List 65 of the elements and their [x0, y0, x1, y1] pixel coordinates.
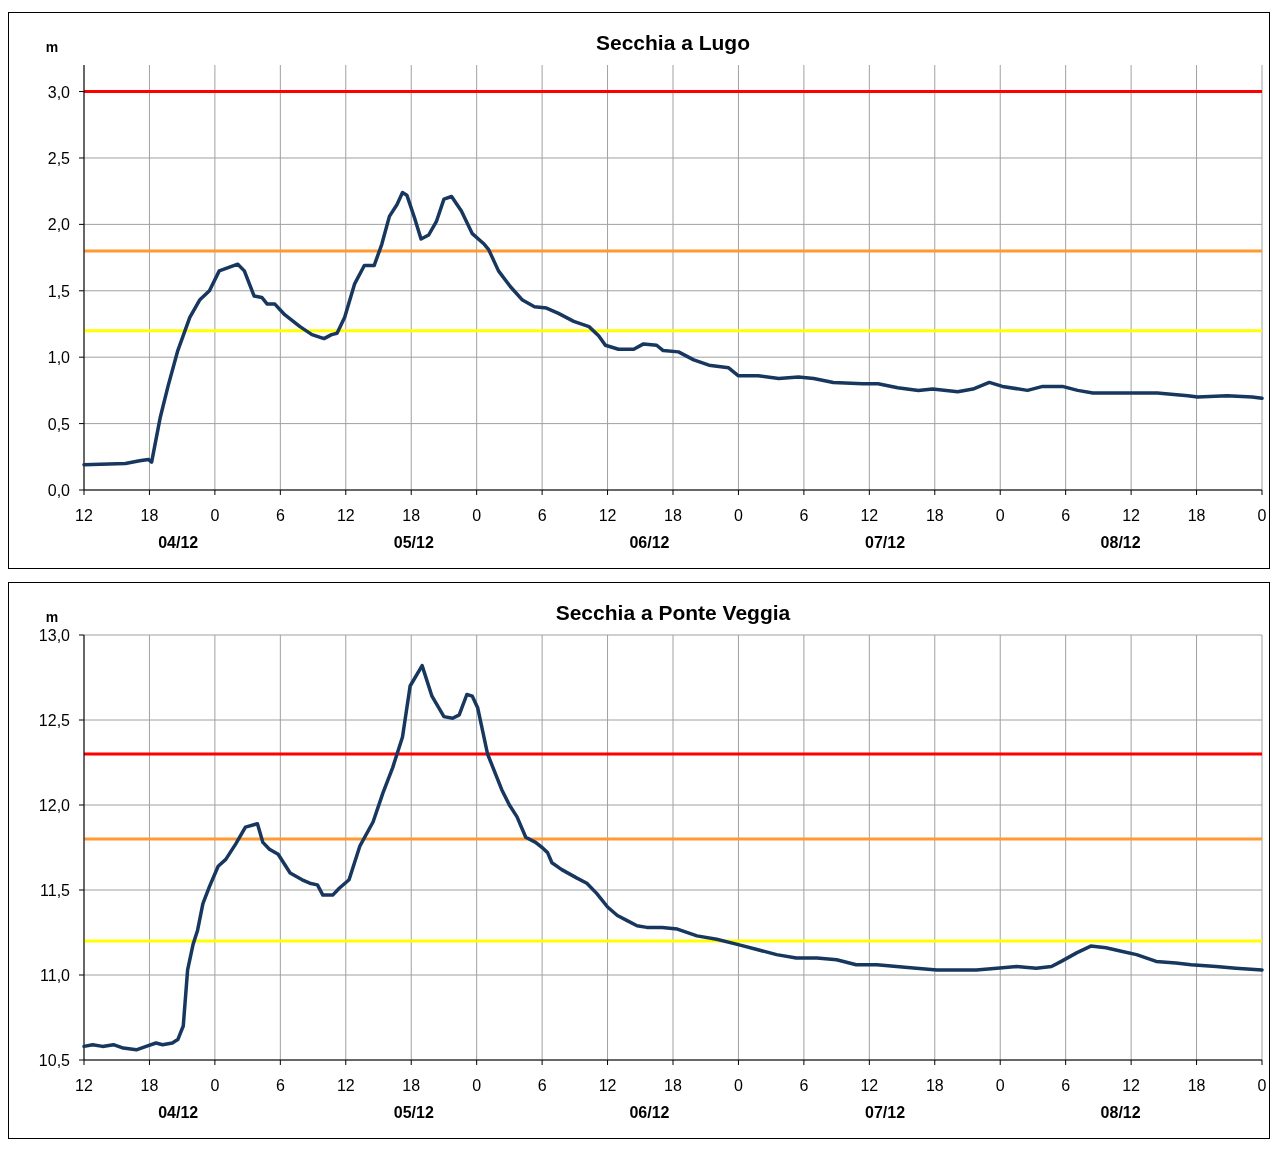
y-axis-title: m [45, 609, 59, 625]
x-tick-label: 0 [995, 507, 1005, 524]
x-tick-label: 0 [733, 507, 743, 524]
x-tick-label: 18 [925, 507, 944, 524]
x-tick-label: 12 [860, 507, 879, 524]
text: 04/12 [158, 1104, 199, 1121]
x-tick-label: 12 [1122, 1077, 1141, 1094]
y-tick-label: 11,5 [40, 882, 71, 899]
text: 07/12 [865, 1104, 906, 1121]
x-tick-label: 18 [1187, 1077, 1206, 1094]
x-tick-label: 0 [472, 1077, 482, 1094]
x-tick-label: 6 [275, 507, 285, 524]
x-tick-label: 6 [275, 1077, 285, 1094]
y-tick-label: 0,0 [47, 482, 71, 499]
text: 04/12 [158, 534, 199, 551]
x-tick-label: 0 [210, 1077, 220, 1094]
x-tick-label: 12 [860, 1077, 879, 1094]
y-tick-label: 2,0 [47, 216, 71, 234]
y-axis-title: m [45, 39, 59, 55]
y-tick-label: 1,5 [47, 282, 71, 300]
y-tick-label: 10,5 [38, 1052, 71, 1069]
text: 07/12 [865, 534, 906, 551]
x-tick-label: 6 [799, 507, 809, 524]
x-tick-label: 0 [995, 1077, 1005, 1094]
x-tick-label: 12 [336, 507, 355, 524]
x-tick-label: 12 [598, 507, 617, 524]
chart-title: Secchia a Lugo [595, 31, 751, 54]
x-tick-label: 18 [140, 1077, 159, 1094]
x-tick-label: 12 [75, 1077, 93, 1094]
y-tick-label: 1,0 [47, 349, 71, 367]
x-tick-label: 6 [1061, 1077, 1071, 1094]
y-tick-label: 0,5 [47, 415, 71, 433]
x-tick-label: 0 [210, 507, 220, 524]
x-tick-label: 6 [1061, 507, 1071, 524]
text: 08/12 [1100, 1104, 1141, 1121]
text: 06/12 [629, 1104, 670, 1121]
x-tick-label: 12 [598, 1077, 617, 1094]
y-tick-label: 12,5 [38, 712, 71, 729]
x-tick-label: 6 [537, 1077, 547, 1094]
x-tick-label: 18 [664, 1077, 682, 1094]
text: 05/12 [393, 1104, 434, 1121]
x-tick-label: 12 [75, 507, 93, 524]
x-tick-label: 18 [925, 1077, 944, 1094]
x-tick-label: 18 [1187, 507, 1206, 524]
y-tick-label: 12,0 [38, 797, 71, 814]
x-tick-label: 0 [1257, 507, 1267, 524]
x-tick-label: 12 [336, 1077, 355, 1094]
text: 05/12 [393, 534, 434, 551]
x-tick-label: 6 [537, 507, 547, 524]
x-tick-label: 0 [733, 1077, 743, 1094]
x-tick-label: 0 [472, 507, 482, 524]
x-tick-label: 6 [799, 1077, 809, 1094]
x-tick-label: 0 [1257, 1077, 1267, 1094]
x-tick-label: 18 [402, 1077, 421, 1094]
x-tick-label: 18 [402, 507, 421, 524]
y-tick-label: 2,5 [47, 149, 71, 167]
x-tick-label: 12 [1122, 507, 1141, 524]
x-tick-label: 18 [140, 507, 159, 524]
x-tick-label: 18 [664, 507, 682, 524]
y-tick-label: 11,0 [40, 967, 71, 984]
y-tick-label: 3,0 [47, 83, 71, 101]
text: 06/12 [629, 534, 670, 551]
y-tick-label: 13,0 [38, 627, 71, 644]
chart-title: Secchia a Ponte Veggia [555, 601, 791, 624]
text: 08/12 [1100, 534, 1141, 551]
